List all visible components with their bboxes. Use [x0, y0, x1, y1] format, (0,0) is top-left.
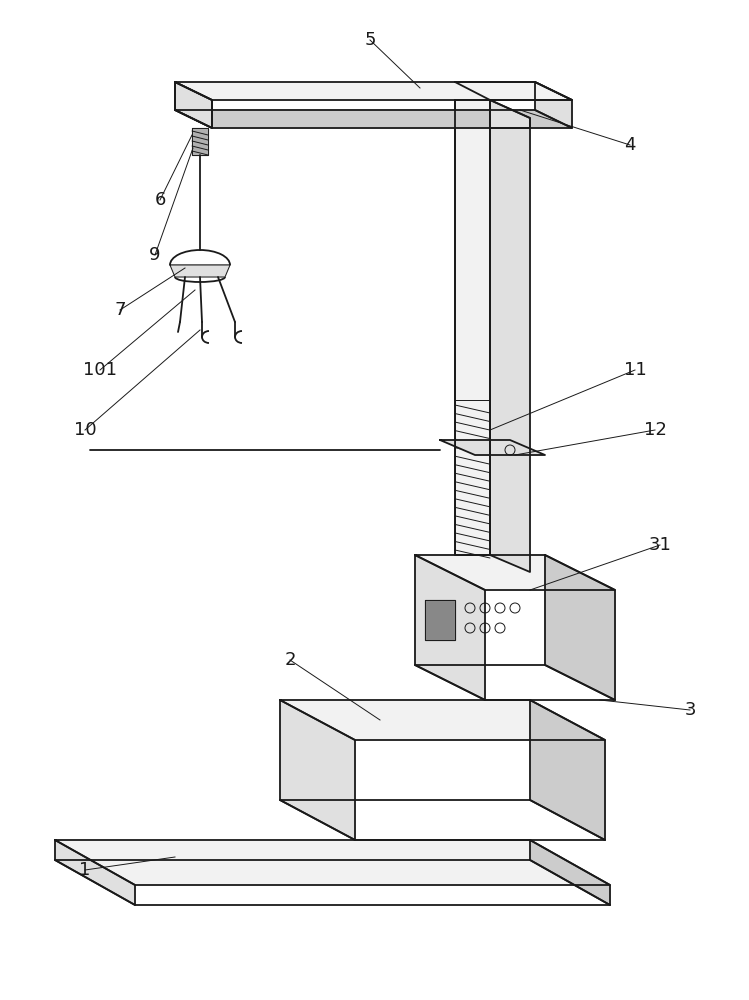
Polygon shape: [175, 82, 212, 128]
Text: 9: 9: [149, 246, 161, 264]
Text: 2: 2: [285, 651, 296, 669]
Polygon shape: [545, 555, 615, 700]
Text: 3: 3: [685, 701, 696, 719]
Polygon shape: [415, 555, 615, 590]
Polygon shape: [280, 700, 605, 740]
Polygon shape: [455, 82, 572, 100]
Text: 31: 31: [649, 536, 671, 554]
Polygon shape: [455, 100, 490, 555]
Polygon shape: [175, 110, 572, 128]
Polygon shape: [440, 440, 545, 455]
Text: 11: 11: [624, 361, 646, 379]
Text: 101: 101: [83, 361, 117, 379]
Polygon shape: [55, 840, 135, 905]
Polygon shape: [490, 100, 530, 572]
Polygon shape: [170, 265, 230, 277]
Text: 7: 7: [115, 301, 126, 319]
Polygon shape: [530, 840, 610, 905]
Polygon shape: [530, 700, 605, 840]
Text: 6: 6: [154, 191, 166, 209]
Polygon shape: [535, 82, 572, 128]
Text: 4: 4: [624, 136, 636, 154]
Text: 5: 5: [364, 31, 376, 49]
Polygon shape: [280, 700, 355, 840]
Text: 10: 10: [73, 421, 97, 439]
Polygon shape: [490, 100, 530, 128]
Polygon shape: [425, 600, 455, 640]
Text: 12: 12: [643, 421, 667, 439]
Polygon shape: [455, 400, 490, 555]
Polygon shape: [415, 555, 485, 700]
Polygon shape: [175, 82, 212, 128]
Polygon shape: [55, 840, 610, 885]
Text: 1: 1: [79, 861, 91, 879]
Polygon shape: [175, 82, 572, 100]
Polygon shape: [192, 128, 208, 155]
